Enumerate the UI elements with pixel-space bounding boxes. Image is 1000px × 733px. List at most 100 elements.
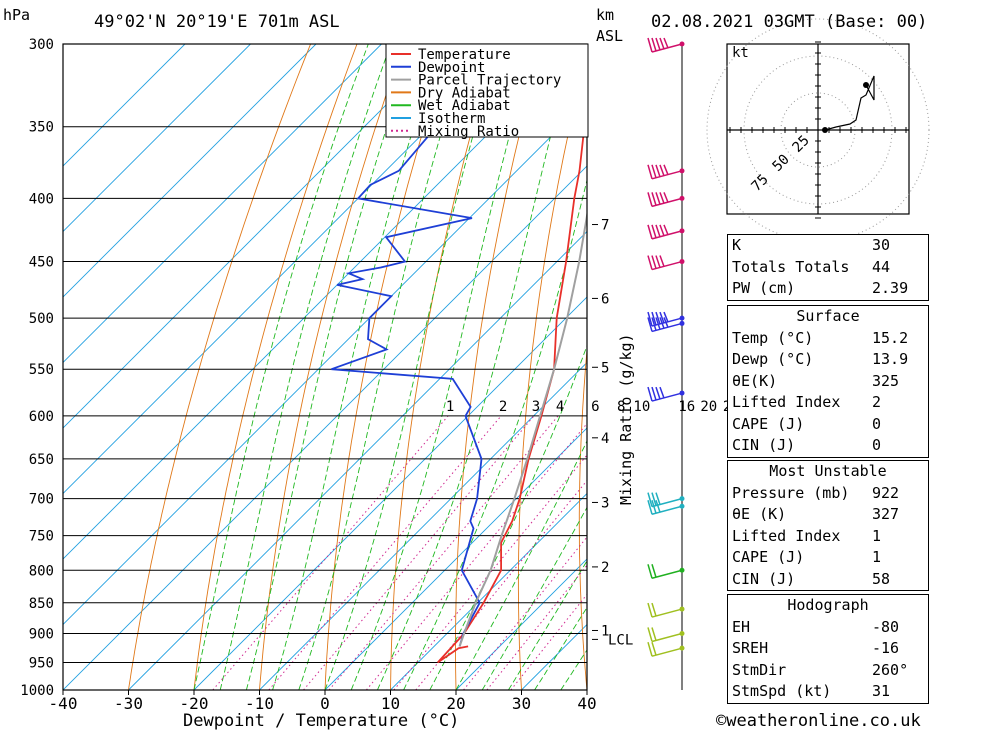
legend-label: Parcel Trajectory — [418, 73, 561, 89]
totals-value: 44 — [872, 257, 891, 276]
pw-label: PW (cm) — [732, 279, 796, 297]
totals-label: Totals Totals — [732, 257, 850, 276]
isotherm-line — [63, 99, 587, 626]
copyright: ©weatheronline.co.uk — [716, 711, 921, 731]
pressure-tick-label: 550 — [29, 362, 54, 378]
mixing-ratio-line — [268, 415, 502, 690]
pressure-unit-label: hPa — [3, 6, 31, 24]
pressure-tick-label: 950 — [29, 655, 54, 671]
most-unstable-label: Lifted Index — [732, 526, 841, 545]
dry-adiabat-line — [193, 44, 358, 690]
mixing-ratio-line — [328, 415, 559, 690]
hodograph-stat-value: -16 — [872, 639, 900, 657]
isotherm-line — [63, 44, 382, 364]
surface-row: CIN (J) 0 — [728, 435, 928, 457]
wind-barb — [647, 641, 685, 657]
surface-label: CAPE (J) — [732, 414, 805, 433]
legend-label: Isotherm — [418, 111, 485, 127]
hodograph-top-point — [863, 82, 869, 88]
k-index-label: K — [732, 236, 742, 254]
height-tick-label: 3 — [601, 495, 609, 511]
surface-value: 325 — [872, 371, 900, 390]
isotherm-line — [63, 44, 579, 560]
wind-barb — [647, 317, 685, 333]
hodograph-stat-value: 31 — [872, 682, 891, 700]
height-unit-label: km — [596, 6, 615, 24]
hodograph-stats-panel: Hodograph EH -80 SREH -16 StmDir 260° StmSpd (… — [727, 594, 929, 704]
wind-barb — [647, 602, 685, 618]
wind-barb — [647, 564, 685, 579]
isotherm-line — [63, 44, 448, 429]
mixing-ratio-axis-title: Mixing Ratio (g/kg) — [617, 333, 635, 505]
wind-barb — [647, 37, 685, 53]
most-unstable-row: Pressure (mb) 922 — [728, 483, 928, 505]
wind-barb — [647, 164, 685, 180]
hodograph-stat-label: EH — [732, 617, 751, 636]
most-unstable-value: 58 — [872, 569, 891, 588]
surface-label: Temp (°C) — [732, 328, 814, 347]
isotherm-line — [63, 44, 251, 233]
x-tick-label: 10 — [381, 694, 400, 713]
mixing-ratio-label: 16 — [678, 399, 695, 415]
mixing-ratio-label: 3 — [532, 399, 540, 415]
hodograph-stat-row: SREH -16 — [728, 638, 928, 660]
wet-adiabat-line — [298, 44, 469, 690]
height-tick-label: 2 — [601, 560, 609, 576]
legend-box — [385, 43, 589, 138]
k-index-value: 30 — [872, 236, 891, 254]
x-tick-label: -10 — [245, 694, 274, 713]
dewpoint-profile — [331, 44, 504, 647]
mixing-ratio-label: 20 — [700, 399, 717, 415]
mixing-ratio-label: 1 — [446, 399, 454, 415]
hodograph-stat-row: EH -80 — [728, 617, 928, 639]
most-unstable-value: 1 — [872, 548, 882, 566]
most-unstable-row: θE (K) 327 — [728, 504, 928, 526]
x-tick-label: 20 — [446, 694, 465, 713]
hodograph-storm-point — [822, 127, 828, 133]
most-unstable-label: Pressure (mb) — [732, 483, 850, 502]
wet-adiabat-line — [350, 44, 535, 690]
isotherm-line — [128, 230, 587, 690]
pressure-tick-label: 750 — [29, 529, 54, 545]
x-tick-label: 30 — [512, 694, 531, 713]
mixing-ratio-label: 4 — [556, 399, 564, 415]
hodograph-stat-value: -80 — [872, 617, 900, 636]
legend-label: Dry Adiabat — [418, 85, 511, 101]
x-tick-label: -30 — [114, 694, 143, 713]
legend-label: Dewpoint — [418, 60, 485, 76]
surface-panel: Surface Temp (°C) 15.2 Dewp (°C) 13.9 θE(K) 3… — [727, 305, 929, 458]
most-unstable-value: 922 — [872, 483, 900, 502]
dry-adiabat-line — [324, 44, 451, 690]
pressure-tick-label: 500 — [29, 311, 54, 327]
most-unstable-row: CIN (J) 58 — [728, 569, 928, 591]
wet-adiabat-line — [376, 44, 575, 690]
dry-adiabat-line — [638, 44, 682, 690]
most-unstable-value: 1 — [872, 526, 882, 545]
wet-adiabat-line — [429, 344, 587, 690]
dry-adiabat-line — [958, 44, 1000, 690]
pressure-tick-label: 650 — [29, 452, 54, 468]
totals-row: Totals Totals 44 — [728, 257, 928, 279]
pressure-tick-label: 700 — [29, 492, 54, 508]
hodograph-stat-label: StmDir — [732, 660, 787, 679]
most-unstable-value: 327 — [872, 505, 900, 523]
surface-value: 0 — [872, 436, 882, 454]
height-tick-label: 6 — [601, 291, 609, 307]
mixing-ratio-line — [303, 415, 535, 690]
x-tick-label: 0 — [320, 694, 330, 713]
surface-value: 15.2 — [872, 328, 909, 347]
isotherm-line — [259, 361, 587, 690]
wind-barb — [647, 192, 685, 208]
dry-adiabat-line — [696, 44, 729, 690]
hodograph-stat-label: StmSpd (kt) — [732, 682, 832, 700]
surface-label: Lifted Index — [732, 393, 841, 411]
x-tick-label: -20 — [180, 694, 209, 713]
surface-row: Lifted Index 2 — [728, 392, 928, 414]
pressure-tick-label: 600 — [29, 409, 54, 425]
dry-adiabat-line — [455, 44, 544, 690]
surface-row: CAPE (J) 0 — [728, 414, 928, 436]
k-index-row: K 30 — [728, 235, 928, 257]
most-unstable-row: CAPE (J) 1 — [728, 547, 928, 569]
surface-value: 0 — [872, 414, 882, 433]
